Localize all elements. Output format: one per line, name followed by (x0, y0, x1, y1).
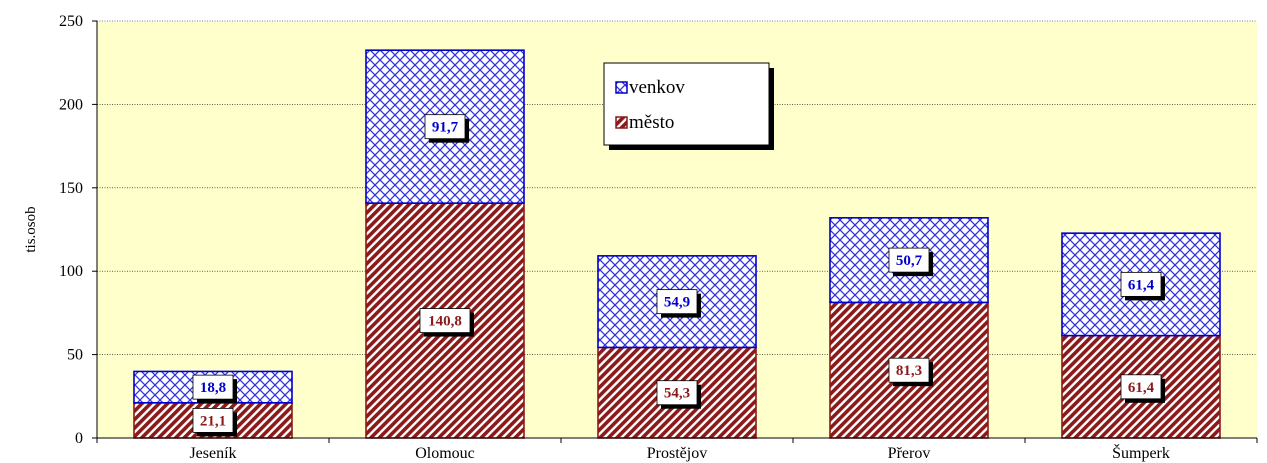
data-label-box (192, 374, 234, 400)
y-tick-label: 250 (59, 13, 83, 30)
x-tick-label: Přerov (888, 445, 931, 462)
y-tick-label: 50 (67, 347, 83, 364)
data-label-box (888, 247, 930, 273)
data-label-box (1120, 374, 1162, 400)
y-tick-label: 0 (75, 430, 83, 447)
data-label-box (656, 380, 698, 406)
legend-label: venkov (629, 77, 685, 98)
y-tick-label: 200 (59, 96, 83, 113)
data-label: 50,7 (896, 253, 923, 269)
y-axis-title: tis.osob (23, 206, 39, 252)
data-label: 61,4 (1128, 277, 1155, 293)
legend-swatch-mesto (615, 116, 628, 129)
x-tick-label: Šumperk (1112, 443, 1170, 462)
x-tick-label: Prostějov (647, 445, 707, 462)
data-label: 18,8 (200, 380, 226, 396)
data-label: 54,3 (664, 386, 690, 402)
data-label-box (192, 408, 234, 433)
data-label-box (1120, 271, 1162, 297)
legend-label: město (629, 112, 674, 133)
data-label-box (656, 289, 698, 315)
x-tick-label: Olomouc (415, 445, 475, 462)
data-label: 91,7 (432, 120, 459, 136)
data-label: 21,1 (200, 413, 226, 429)
data-label-box (888, 357, 930, 383)
data-label-box (419, 308, 471, 333)
data-label: 54,9 (664, 295, 690, 311)
data-label-box (424, 114, 466, 140)
y-tick-label: 150 (59, 180, 83, 197)
data-label: 140,8 (428, 314, 462, 330)
legend-box (603, 62, 770, 146)
data-label: 81,3 (896, 363, 922, 379)
y-tick-label: 100 (59, 263, 83, 280)
x-tick-label: Jeseník (189, 445, 236, 462)
legend-swatch-venkov (615, 81, 628, 94)
data-label: 61,4 (1128, 380, 1155, 396)
